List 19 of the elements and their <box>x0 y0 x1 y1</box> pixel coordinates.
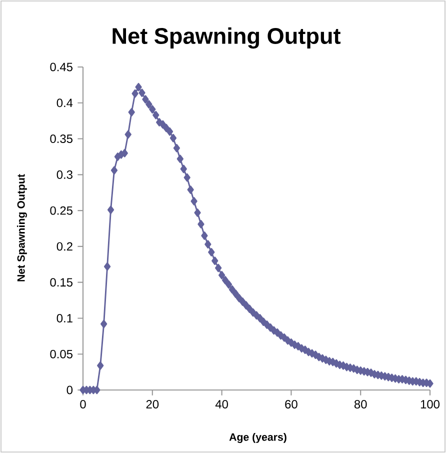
y-tick-label: 0.25 <box>50 206 72 215</box>
y-tick-label: 0.15 <box>50 278 72 287</box>
y-tick-label: 0.1 <box>56 314 72 322</box>
y-tick-label: 0 <box>66 386 73 394</box>
y-axis-title: Net Spawning Output <box>17 174 27 282</box>
y-tick-label: 0.05 <box>50 350 72 358</box>
x-tick-label: 20 <box>146 400 159 408</box>
chart-title: Net Spawning Output <box>112 27 341 49</box>
x-axis-title: Age (years) <box>229 433 286 443</box>
y-tick-label: 0.3 <box>56 170 72 179</box>
x-tick-label: 40 <box>215 400 228 408</box>
x-tick-label: 60 <box>285 400 298 408</box>
y-tick-label: 0.45 <box>50 62 72 72</box>
x-tick-label: 80 <box>354 400 367 408</box>
y-tick-label: 0.2 <box>56 242 72 251</box>
x-tick-label: 100 <box>420 400 440 408</box>
x-tick-label: 0 <box>80 400 86 408</box>
y-tick-label: 0.4 <box>56 98 73 108</box>
y-tick-label: 0.35 <box>50 134 72 144</box>
